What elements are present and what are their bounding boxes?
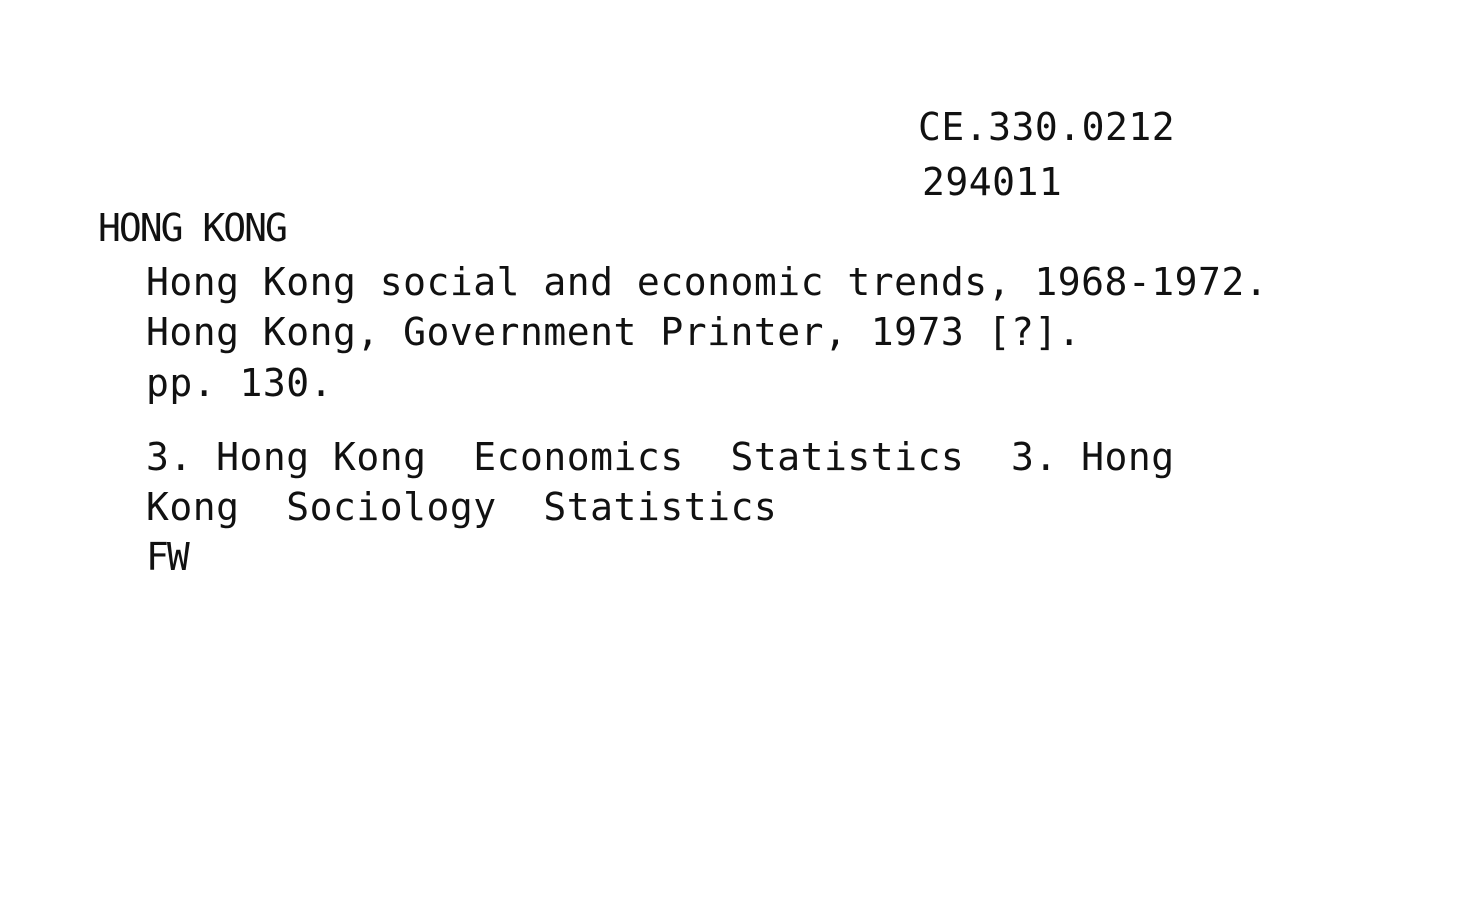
cataloguer-initials: FW [146, 535, 190, 579]
subject-headings-line-1: 3. Hong Kong Economics Statistics 3. Hon… [146, 435, 1175, 479]
imprint-line: Hong Kong, Government Printer, 1973 [?]. [146, 310, 1082, 354]
classmark: CE.330.0212 [918, 105, 1176, 149]
collation-line: pp. 130. [146, 361, 334, 405]
title-line: Hong Kong social and economic trends, 19… [146, 260, 1269, 304]
main-heading: HONG KONG [98, 206, 288, 250]
accession-number: 294011 [922, 160, 1063, 204]
subject-headings-line-2: Kong Sociology Statistics [146, 485, 778, 529]
